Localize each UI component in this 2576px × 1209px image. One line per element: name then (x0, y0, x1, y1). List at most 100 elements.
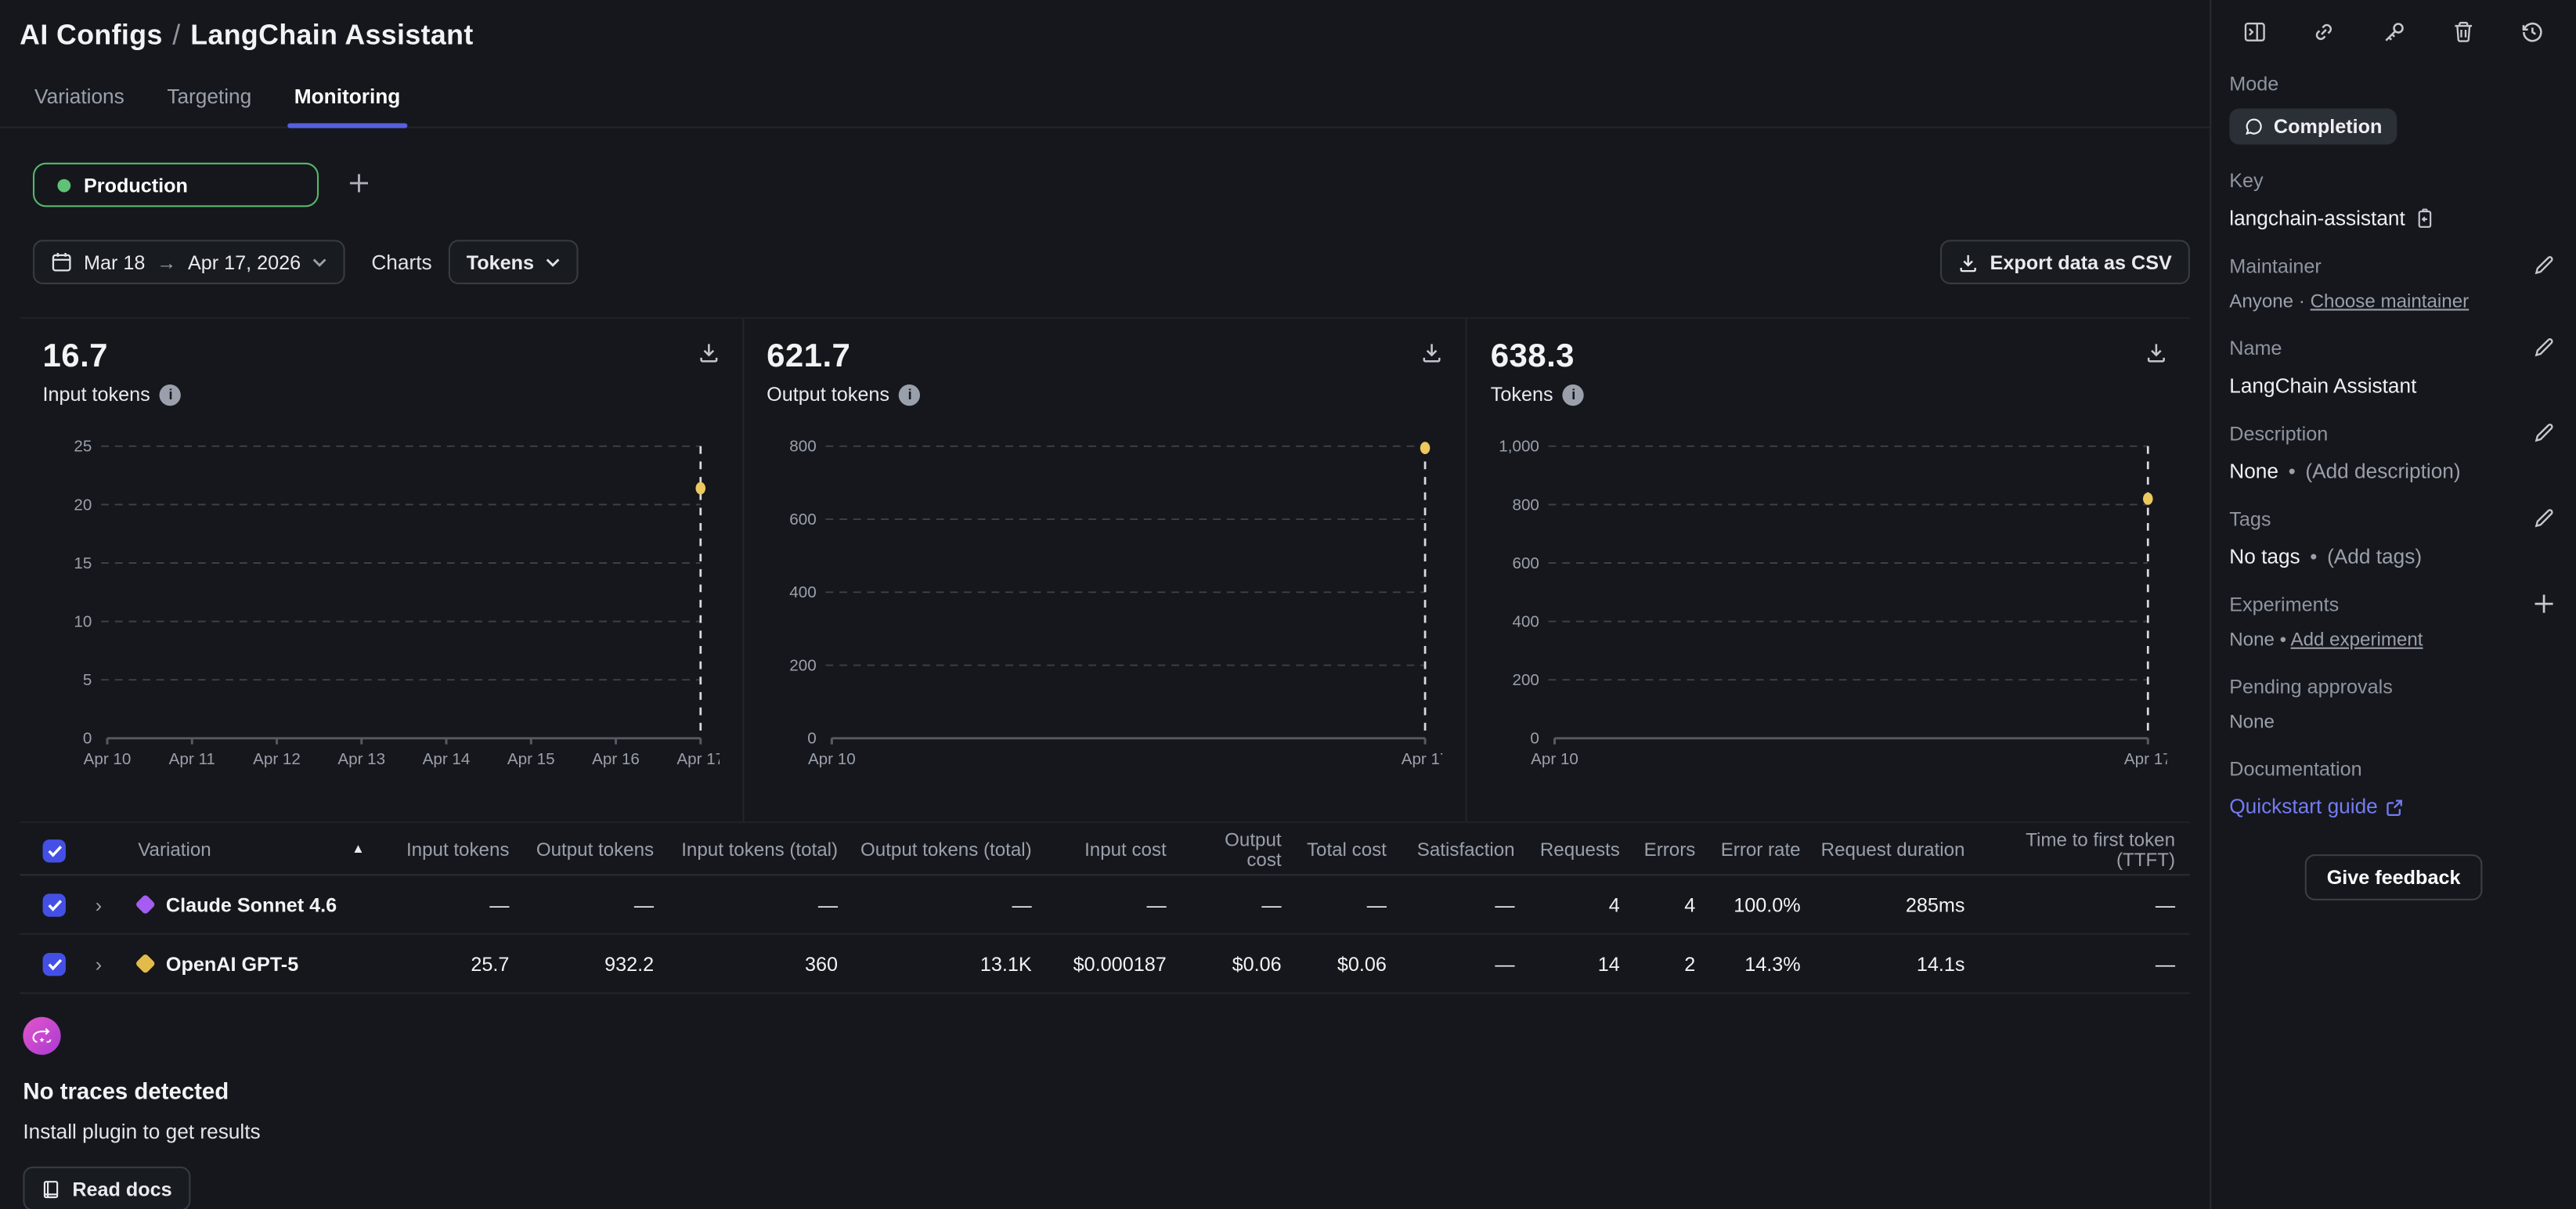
read-docs-button[interactable]: Read docs (23, 1166, 190, 1209)
section-name: Name LangChain Assistant (2229, 337, 2558, 398)
tab-targeting[interactable]: Targeting (167, 85, 252, 109)
date-end: Apr 17, 2026 (187, 250, 301, 274)
environment-selector[interactable]: Production (32, 162, 319, 208)
column-header[interactable]: Time to first token (TTFT) (2026, 830, 2176, 870)
experiments-label: Experiments (2229, 593, 2340, 616)
column-header[interactable]: Satisfaction (1416, 840, 1515, 861)
tokens-chart: 0 200 400 600 800 1,000 Apr 10 Apr 17 (1499, 438, 2167, 768)
date-range-picker[interactable]: Mar 18 → Apr 17, 2026 (32, 240, 345, 284)
variation-name: OpenAI GPT-5 (165, 951, 299, 976)
metric-cell: 13.1K (980, 951, 1032, 976)
add-environment-button[interactable] (341, 168, 376, 202)
chart-download-icon[interactable] (1422, 341, 1443, 371)
info-icon[interactable]: i (899, 383, 921, 406)
traces-icon (23, 1016, 61, 1056)
copy-icon[interactable] (2415, 208, 2434, 228)
page-title: LangChain Assistant (190, 20, 474, 52)
y-tick-label: 800 (1513, 496, 1539, 514)
trash-icon[interactable] (2448, 16, 2479, 48)
data-point (695, 482, 706, 495)
sort-asc-icon[interactable]: ▲ (352, 840, 365, 856)
breadcrumb-root[interactable]: AI Configs (20, 20, 163, 52)
chat-bubble-icon (2244, 117, 2264, 136)
column-header[interactable]: Request duration (1820, 840, 1965, 861)
main-content: AI Configs / LangChain Assistant Variation… (0, 0, 2210, 1209)
column-header[interactable]: Output tokens (total) (860, 840, 1032, 861)
metric-cell: 932.2 (604, 951, 655, 976)
column-header[interactable]: Errors (1643, 840, 1696, 861)
y-tick-label: 800 (789, 438, 816, 456)
choose-maintainer-link[interactable]: Choose maintainer (2310, 292, 2470, 312)
date-start: Mar 18 (84, 250, 146, 274)
expand-row-chevron-icon[interactable]: › (95, 893, 103, 916)
column-header[interactable]: Output cost (1225, 830, 1282, 870)
metric-cell: 360 (805, 951, 839, 976)
section-pending-approvals: Pending approvals None (2229, 675, 2558, 732)
add-tags-hint[interactable]: (Add tags) (2327, 545, 2423, 568)
separator: · (2298, 292, 2305, 312)
metric-cell: — (1012, 893, 1032, 916)
column-header[interactable]: Error rate (1720, 840, 1801, 861)
column-header[interactable]: Input cost (1084, 840, 1167, 861)
column-header[interactable]: Total cost (1306, 840, 1387, 861)
tab-variations[interactable]: Variations (34, 85, 124, 109)
column-header[interactable]: Input tokens (406, 840, 510, 861)
select-all-checkbox[interactable] (42, 839, 66, 862)
table-row[interactable]: › OpenAI GPT-5 25.7 932.2 360 13.1K $0.000187 $… (20, 935, 2190, 994)
metric-cell: — (1366, 893, 1387, 916)
expand-row-chevron-icon[interactable]: › (95, 951, 103, 976)
row-checkbox[interactable] (42, 893, 66, 916)
column-header[interactable]: Requests (1539, 840, 1620, 861)
info-icon[interactable]: i (160, 383, 182, 406)
column-header[interactable]: Output tokens (536, 840, 655, 861)
description-label: Description (2229, 422, 2329, 446)
variation-name-cell: OpenAI GPT-5 (128, 952, 375, 975)
column-header[interactable]: Input tokens (total) (681, 840, 839, 861)
export-csv-label: Export data as CSV (1990, 250, 2172, 274)
quickstart-guide-label: Quickstart guide (2229, 795, 2378, 818)
tab-monitoring[interactable]: Monitoring (287, 85, 406, 128)
row-checkbox[interactable] (42, 951, 66, 976)
metric-cell: — (633, 893, 655, 916)
y-tick-label: 400 (789, 583, 816, 601)
metric-dropdown[interactable]: Tokens (448, 240, 579, 284)
collapse-panel-icon[interactable] (2239, 16, 2271, 48)
add-description-hint[interactable]: (Add description) (2305, 460, 2461, 483)
chart-card-input-tokens: 16.7 Input tokens i 0 5 10 15 20 25 Apr 10 Apr … (20, 319, 742, 821)
chevron-down-icon (312, 257, 327, 267)
breadcrumb: AI Configs / LangChain Assistant (0, 0, 2210, 52)
column-header-variation[interactable]: Variation ▲ (128, 840, 375, 860)
pencil-icon[interactable] (2533, 507, 2554, 529)
pending-approvals-value: None (2229, 713, 2275, 733)
metric-cell: — (2155, 893, 2176, 916)
variation-name: Claude Sonnet 4.6 (165, 893, 337, 916)
key-icon[interactable] (2378, 16, 2409, 48)
info-icon[interactable]: i (1563, 383, 1585, 406)
table-row[interactable]: › Claude Sonnet 4.6 — — — — — — — — 4 4 100.0% 285ms — (20, 875, 2190, 935)
link-icon[interactable] (2308, 16, 2340, 48)
export-csv-button[interactable]: Export data as CSV (1940, 240, 2190, 284)
y-tick-label: 15 (74, 554, 92, 572)
chart-download-icon[interactable] (698, 341, 719, 371)
pencil-icon[interactable] (2533, 337, 2554, 358)
metric-cell: 4 (1608, 893, 1620, 916)
pencil-icon[interactable] (2533, 254, 2554, 276)
tab-bar: Variations Targeting Monitoring (0, 52, 2210, 128)
metric-cell: 285ms (1905, 893, 1965, 916)
add-experiment-link[interactable]: Add experiment (2290, 630, 2423, 651)
mode-value: Completion (2273, 114, 2383, 139)
give-feedback-button[interactable]: Give feedback (2305, 854, 2482, 900)
plus-icon[interactable] (2533, 593, 2554, 614)
history-icon[interactable] (2516, 16, 2548, 48)
metric-cell: 25.7 (471, 951, 510, 976)
metric-cell: 100.0% (1734, 893, 1801, 916)
documentation-label: Documentation (2229, 757, 2362, 781)
metric-cell: $0.000187 (1073, 951, 1167, 976)
quickstart-guide-link[interactable]: Quickstart guide (2229, 796, 2558, 818)
input-tokens-chart: 0 5 10 15 20 25 Apr 10 Apr 11 Apr 12 Apr 13 Apr 14… (74, 438, 719, 768)
chart-download-icon[interactable] (2145, 341, 2167, 371)
y-tick-label: 0 (807, 730, 816, 748)
pencil-icon[interactable] (2533, 422, 2554, 443)
name-label: Name (2229, 337, 2282, 360)
